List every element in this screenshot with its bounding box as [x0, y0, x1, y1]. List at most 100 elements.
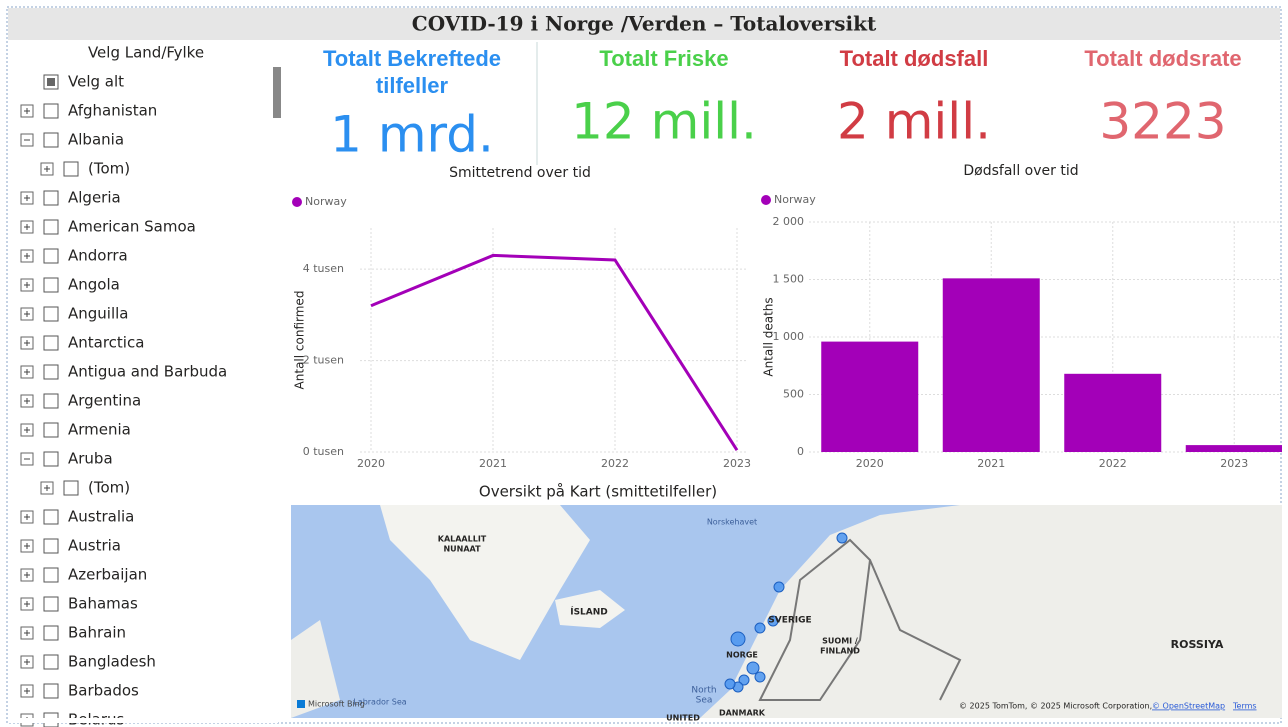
checkbox[interactable] [43, 306, 59, 322]
checkbox[interactable] [43, 219, 59, 235]
slicer-item[interactable]: American Samoa [68, 218, 196, 236]
legend-label[interactable]: Norway [774, 193, 816, 206]
checkbox-fill [47, 78, 55, 86]
x-tick-label: 2022 [1099, 457, 1127, 470]
checkbox[interactable] [43, 683, 59, 699]
legend-label[interactable]: Norway [305, 195, 347, 208]
slicer-item[interactable]: Antarctica [68, 334, 144, 352]
card-title: Totalt Friske [599, 46, 728, 71]
chart-title: Dødsfall over tid [963, 163, 1078, 179]
slicer-item[interactable]: Bahrain [68, 624, 126, 642]
map-label: ROSSIYA [1171, 638, 1224, 651]
map-label: FINLAND [820, 647, 860, 656]
map-title: Oversikt på Kart (smittetilfeller) [479, 483, 717, 501]
legend-marker [292, 197, 302, 207]
map-land [700, 505, 1282, 718]
map-logo: Microsoft Bing [308, 700, 365, 709]
checkbox[interactable] [43, 248, 59, 264]
bar[interactable] [942, 278, 1040, 452]
slicer-item[interactable]: Bangladesh [68, 653, 156, 671]
card-value: 3223 [1099, 93, 1226, 151]
y-tick-label: 2 000 [773, 215, 805, 228]
checkbox[interactable] [43, 277, 59, 293]
slicer-item[interactable]: Azerbaijan [68, 566, 147, 584]
slicer-item[interactable]: Argentina [68, 392, 141, 410]
checkbox[interactable] [43, 364, 59, 380]
card-title: Totalt dødsrate [1084, 46, 1241, 71]
map-bubble[interactable] [724, 678, 736, 690]
x-tick-label: 2022 [601, 457, 629, 470]
slicer-item[interactable]: Albania [68, 131, 124, 149]
slicer-item[interactable]: Andorra [68, 247, 128, 265]
y-axis-title: Antall confirmed [293, 291, 307, 390]
map-bubble[interactable] [738, 674, 750, 686]
bar[interactable] [1185, 445, 1282, 452]
slicer-item[interactable]: Antigua and Barbuda [68, 363, 227, 381]
bar[interactable] [1064, 373, 1162, 452]
slicer-item[interactable]: Bahamas [68, 595, 138, 613]
slicer-item[interactable]: Angola [68, 276, 120, 294]
map-label: NORGE [726, 651, 758, 660]
map-bubble[interactable] [730, 631, 746, 647]
map-border [758, 538, 872, 701]
card-title: tilfeller [376, 73, 449, 98]
checkbox[interactable] [43, 451, 59, 467]
map-bubble[interactable] [836, 532, 848, 544]
card-title: Totalt Bekreftede [323, 46, 501, 71]
map-label: SUOMI / [822, 637, 858, 646]
slicer-item[interactable]: Australia [68, 508, 134, 526]
page-border [6, 6, 1282, 724]
checkbox[interactable] [43, 422, 59, 438]
checkbox[interactable] [43, 654, 59, 670]
checkbox[interactable] [43, 103, 59, 119]
map-bubble[interactable] [754, 671, 766, 683]
map[interactable] [291, 505, 1282, 718]
legend-marker [761, 195, 771, 205]
y-tick-label: 4 tusen [303, 262, 344, 275]
slicer-item[interactable]: Barbados [68, 682, 139, 700]
x-tick-label: 2021 [977, 457, 1005, 470]
slicer-item[interactable]: (Tom) [88, 160, 130, 178]
scrollbar[interactable] [273, 67, 281, 118]
header-bar [8, 8, 1280, 40]
x-tick-label: 2020 [357, 457, 385, 470]
x-tick-label: 2023 [723, 457, 751, 470]
map-bubble[interactable] [754, 622, 766, 634]
map-attribution: © 2025 TomTom, © 2025 Microsoft Corporat… [959, 702, 1152, 711]
y-tick-label: 0 tusen [303, 445, 344, 458]
slicer-item[interactable]: Anguilla [68, 305, 129, 323]
checkbox[interactable] [43, 538, 59, 554]
checkbox[interactable] [43, 335, 59, 351]
map-land [291, 620, 340, 718]
map-osm[interactable]: © OpenStreetMap [1152, 702, 1225, 711]
map-label: NUNAAT [443, 545, 481, 554]
slicer-mask [8, 718, 278, 723]
bar[interactable] [821, 341, 919, 452]
slicer-item[interactable]: Armenia [68, 421, 131, 439]
map-bubbles [724, 532, 848, 693]
checkbox[interactable] [63, 161, 79, 177]
checkbox[interactable] [43, 625, 59, 641]
checkbox[interactable] [43, 132, 59, 148]
checkbox[interactable] [43, 393, 59, 409]
x-tick-label: 2020 [856, 457, 884, 470]
slicer-item[interactable]: Aruba [68, 450, 113, 468]
checkbox[interactable] [63, 480, 79, 496]
slicer-item[interactable]: Algeria [68, 189, 121, 207]
slicer-item[interactable]: Austria [68, 537, 121, 555]
map-bubble[interactable] [773, 581, 785, 593]
map-terms[interactable]: Terms [1232, 702, 1257, 711]
checkbox[interactable] [43, 567, 59, 583]
slicer-item[interactable]: (Tom) [88, 479, 130, 497]
slicer-item[interactable]: Afghanistan [68, 102, 157, 120]
map-label: ÍSLAND [570, 606, 608, 618]
map-label: DANMARK [719, 709, 766, 718]
checkbox[interactable] [43, 509, 59, 525]
slicer-item[interactable]: Velg alt [68, 73, 124, 91]
x-tick-label: 2021 [479, 457, 507, 470]
checkbox[interactable] [43, 596, 59, 612]
map-bubble[interactable] [746, 661, 760, 675]
map-bubble[interactable] [767, 615, 779, 627]
map-logo-icon [297, 700, 305, 708]
checkbox[interactable] [43, 190, 59, 206]
